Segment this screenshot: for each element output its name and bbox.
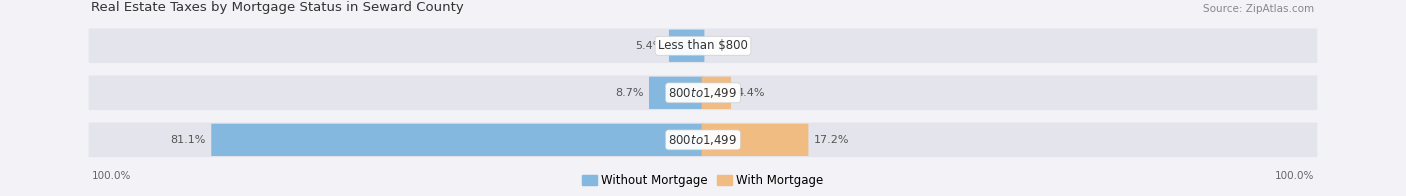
Text: 100.0%: 100.0% (1275, 171, 1315, 181)
Text: 17.2%: 17.2% (814, 135, 849, 145)
Text: 81.1%: 81.1% (170, 135, 205, 145)
FancyBboxPatch shape (89, 28, 1317, 63)
FancyBboxPatch shape (89, 122, 1317, 157)
FancyBboxPatch shape (702, 77, 731, 109)
Text: $800 to $1,499: $800 to $1,499 (668, 86, 738, 100)
Text: Real Estate Taxes by Mortgage Status in Seward County: Real Estate Taxes by Mortgage Status in … (91, 1, 464, 14)
Text: 0.0%: 0.0% (710, 41, 738, 51)
Text: Source: ZipAtlas.com: Source: ZipAtlas.com (1204, 4, 1315, 14)
FancyBboxPatch shape (669, 30, 704, 62)
Text: Less than $800: Less than $800 (658, 39, 748, 52)
Legend: Without Mortgage, With Mortgage: Without Mortgage, With Mortgage (578, 169, 828, 191)
FancyBboxPatch shape (650, 77, 704, 109)
Text: 5.4%: 5.4% (636, 41, 664, 51)
Text: 8.7%: 8.7% (614, 88, 644, 98)
Text: 4.4%: 4.4% (737, 88, 765, 98)
FancyBboxPatch shape (211, 124, 704, 156)
FancyBboxPatch shape (702, 124, 808, 156)
FancyBboxPatch shape (89, 75, 1317, 110)
Text: $800 to $1,499: $800 to $1,499 (668, 133, 738, 147)
Text: 100.0%: 100.0% (91, 171, 131, 181)
